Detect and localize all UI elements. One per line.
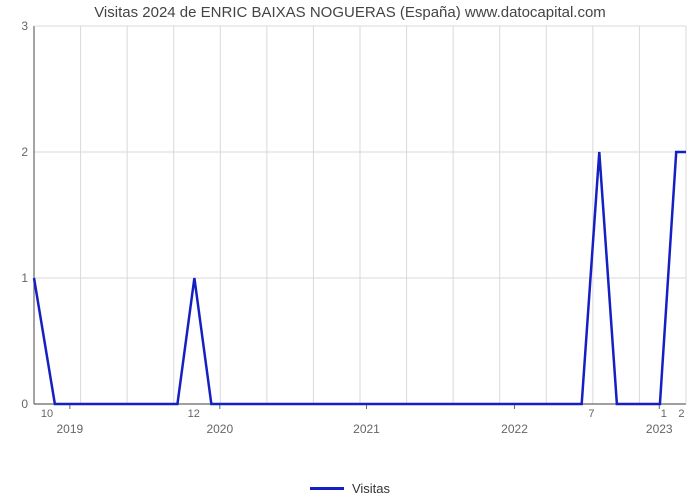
svg-text:2: 2 bbox=[21, 145, 28, 159]
svg-text:3: 3 bbox=[21, 19, 28, 33]
legend: Visitas bbox=[0, 480, 700, 496]
svg-text:12: 12 bbox=[188, 408, 200, 420]
svg-text:2023: 2023 bbox=[646, 422, 673, 436]
plot-area: 0123101271220192020202120222023 bbox=[34, 26, 686, 440]
svg-text:2: 2 bbox=[678, 408, 684, 420]
line-chart: 0123101271220192020202120222023 bbox=[34, 26, 686, 440]
svg-text:2019: 2019 bbox=[57, 422, 84, 436]
svg-text:1: 1 bbox=[661, 408, 667, 420]
svg-text:2021: 2021 bbox=[353, 422, 380, 436]
svg-text:1: 1 bbox=[21, 271, 28, 285]
chart-container: Visitas 2024 de ENRIC BAIXAS NOGUERAS (E… bbox=[0, 0, 700, 500]
svg-text:10: 10 bbox=[41, 408, 53, 420]
svg-text:0: 0 bbox=[21, 397, 28, 411]
svg-text:7: 7 bbox=[588, 408, 594, 420]
chart-title: Visitas 2024 de ENRIC BAIXAS NOGUERAS (E… bbox=[0, 4, 700, 21]
svg-text:2020: 2020 bbox=[206, 422, 233, 436]
svg-text:2022: 2022 bbox=[501, 422, 528, 436]
legend-label: Visitas bbox=[352, 481, 390, 496]
legend-swatch bbox=[310, 487, 344, 490]
